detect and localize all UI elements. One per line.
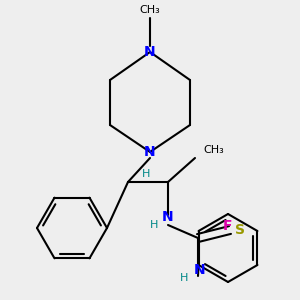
Text: CH₃: CH₃ xyxy=(140,5,160,15)
Text: N: N xyxy=(194,263,206,277)
Text: N: N xyxy=(144,45,156,59)
Text: H: H xyxy=(142,169,150,179)
Text: H: H xyxy=(180,273,188,283)
Text: H: H xyxy=(150,220,158,230)
Text: S: S xyxy=(235,223,245,237)
Text: F: F xyxy=(223,219,233,233)
Text: N: N xyxy=(144,145,156,159)
Text: N: N xyxy=(162,210,174,224)
Text: CH₃: CH₃ xyxy=(203,145,224,155)
